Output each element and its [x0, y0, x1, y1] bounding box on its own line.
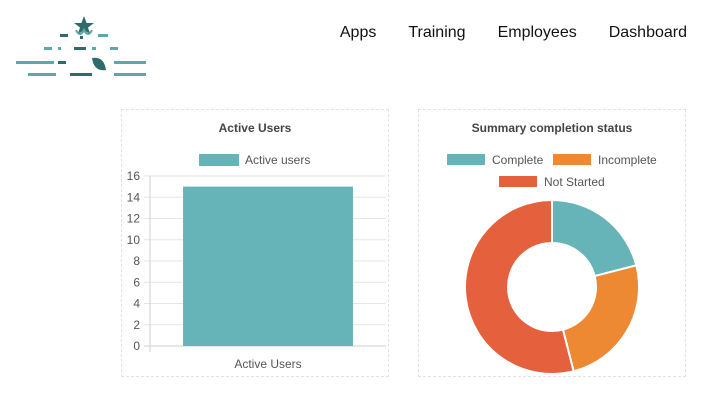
y-tick-label: 2 — [133, 318, 140, 332]
slice-incomplete[interactable] — [561, 264, 640, 373]
y-tick-label: 4 — [133, 297, 140, 311]
y-tick-label: 0 — [133, 339, 140, 353]
y-tick-label: 10 — [127, 233, 141, 247]
y-tick-label: 8 — [133, 254, 140, 268]
nav-employees[interactable]: Employees — [497, 24, 577, 41]
active-users-chart: Active users 0 2 4 6 8 10 12 14 16 Active Users — [127, 153, 386, 371]
nav-dashboard[interactable]: Dashboard — [608, 24, 687, 41]
logo-star-icon — [74, 16, 94, 35]
nav-training[interactable]: Training — [408, 24, 466, 41]
completion-status-title: Summary completion status — [471, 121, 633, 135]
legend-swatch — [553, 154, 591, 165]
legend-swatch — [447, 154, 485, 165]
legend-swatch — [199, 154, 239, 166]
logo-lines-icon — [16, 34, 146, 76]
bar-active-users[interactable] — [183, 186, 353, 346]
main-nav: Apps Training Employees Dashboard — [308, 22, 687, 44]
legend-item-not-started[interactable]: Not Started — [499, 175, 605, 189]
slice-not-started[interactable] — [464, 198, 575, 375]
active-users-card: Active Users Active users 0 2 4 6 8 10 12 14 16 Ac… — [121, 109, 389, 377]
y-tick-label: 14 — [127, 190, 141, 204]
legend-label: Complete — [492, 153, 544, 167]
y-tick-label: 16 — [127, 169, 141, 183]
completion-status-chart: Complete Incomplete Not Started — [447, 153, 657, 375]
logo-swirl-icon — [75, 27, 93, 35]
slice-complete[interactable] — [551, 198, 638, 278]
y-tick-label: 12 — [127, 212, 141, 226]
legend-label: Active users — [245, 153, 310, 167]
legend-swatch — [499, 176, 537, 187]
legend-label: Incomplete — [598, 153, 657, 167]
company-logo[interactable] — [14, 14, 150, 80]
legend-label: Not Started — [544, 175, 605, 189]
legend-item-active-users[interactable]: Active users — [199, 153, 310, 167]
legend-item-incomplete[interactable]: Incomplete — [553, 153, 657, 167]
legend-item-complete[interactable]: Complete — [447, 153, 544, 167]
active-users-title: Active Users — [218, 121, 292, 135]
logo-leaf-icon — [92, 57, 106, 71]
y-tick-label: 6 — [133, 275, 140, 289]
completion-status-card: Summary completion status Complete Incomp… — [418, 109, 686, 377]
x-tick-label: Active Users — [234, 357, 301, 371]
nav-apps[interactable]: Apps — [339, 24, 377, 41]
